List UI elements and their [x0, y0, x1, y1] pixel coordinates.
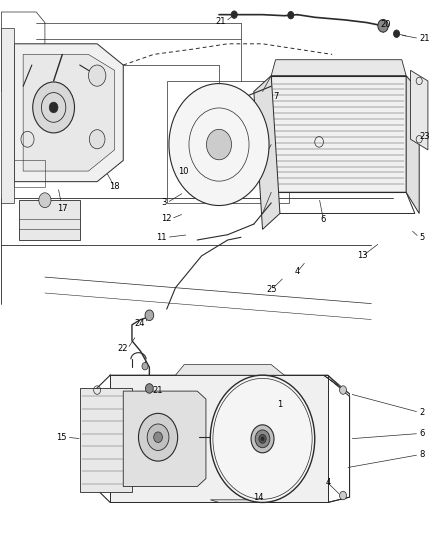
Text: 12: 12 — [161, 214, 171, 223]
Circle shape — [378, 19, 389, 32]
Text: 14: 14 — [253, 492, 263, 502]
Text: 21: 21 — [419, 34, 430, 43]
Text: 23: 23 — [419, 132, 430, 141]
Text: 2: 2 — [419, 408, 424, 417]
Text: 3: 3 — [161, 198, 167, 207]
Circle shape — [251, 425, 274, 453]
Circle shape — [142, 362, 148, 370]
Polygon shape — [80, 389, 132, 492]
Polygon shape — [23, 54, 115, 171]
Circle shape — [210, 375, 315, 503]
Polygon shape — [14, 44, 123, 182]
Text: 1: 1 — [277, 400, 283, 409]
Text: 24: 24 — [134, 319, 145, 328]
Text: 6: 6 — [321, 215, 326, 224]
Text: 6: 6 — [419, 429, 424, 438]
Circle shape — [339, 491, 346, 500]
Text: 11: 11 — [156, 233, 167, 242]
Circle shape — [33, 82, 74, 133]
Circle shape — [255, 430, 270, 448]
Polygon shape — [254, 76, 280, 229]
Polygon shape — [271, 60, 406, 76]
Text: 7: 7 — [273, 92, 278, 101]
Text: 22: 22 — [117, 344, 127, 353]
Text: 21: 21 — [153, 385, 163, 394]
Circle shape — [147, 424, 169, 450]
Circle shape — [206, 130, 232, 160]
Circle shape — [169, 84, 269, 206]
Polygon shape — [323, 375, 350, 397]
Text: 17: 17 — [57, 204, 67, 213]
Circle shape — [145, 384, 153, 393]
Text: 21: 21 — [215, 17, 226, 26]
Polygon shape — [210, 500, 271, 503]
Circle shape — [259, 434, 266, 443]
Text: 25: 25 — [266, 285, 276, 294]
Circle shape — [231, 11, 237, 18]
Circle shape — [88, 65, 106, 86]
Text: 5: 5 — [419, 233, 424, 242]
Text: 18: 18 — [109, 182, 120, 191]
Text: 15: 15 — [56, 433, 67, 442]
Polygon shape — [271, 76, 406, 192]
Text: 13: 13 — [357, 252, 368, 261]
Circle shape — [138, 414, 178, 461]
Circle shape — [261, 437, 264, 441]
Circle shape — [39, 193, 51, 208]
Text: 4: 4 — [295, 268, 300, 276]
Polygon shape — [410, 70, 428, 150]
Polygon shape — [1, 28, 14, 203]
Circle shape — [288, 12, 294, 19]
Text: 20: 20 — [380, 20, 391, 29]
Circle shape — [154, 432, 162, 442]
Polygon shape — [406, 76, 419, 214]
Text: 4: 4 — [325, 478, 330, 487]
Circle shape — [393, 30, 399, 37]
Polygon shape — [19, 200, 80, 240]
Text: 10: 10 — [178, 166, 188, 175]
Circle shape — [89, 130, 105, 149]
Text: 8: 8 — [419, 450, 424, 459]
Circle shape — [339, 386, 346, 394]
Polygon shape — [176, 365, 284, 375]
Polygon shape — [123, 391, 206, 487]
Polygon shape — [110, 375, 328, 503]
Circle shape — [145, 310, 154, 320]
Circle shape — [49, 102, 58, 113]
